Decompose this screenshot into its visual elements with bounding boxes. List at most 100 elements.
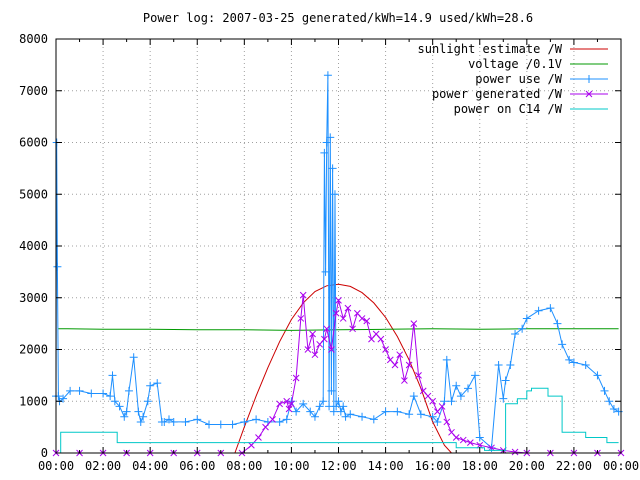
data-point: [110, 397, 119, 406]
data-point: [506, 361, 515, 370]
x-tick-label: 00:00: [603, 459, 639, 473]
data-point: [443, 418, 451, 426]
data-point: [334, 397, 343, 406]
data-point: [169, 417, 178, 426]
data-point: [322, 138, 331, 147]
data-point: [339, 315, 347, 322]
data-point: [593, 371, 602, 380]
data-point: [546, 304, 555, 313]
data-point: [262, 423, 269, 431]
data-point: [228, 420, 237, 429]
data-point: [205, 420, 214, 429]
data-point: [326, 133, 335, 142]
plot-frame: [55, 38, 622, 454]
data-point: [409, 392, 418, 401]
data-point: [511, 448, 519, 456]
data-point: [248, 441, 255, 449]
data-point: [609, 405, 618, 414]
y-tick-label: 6000: [19, 136, 48, 150]
data-point: [341, 412, 350, 421]
data-point: [122, 407, 131, 416]
data-point: [276, 400, 283, 408]
data-point: [415, 372, 422, 379]
data-point: [282, 415, 291, 424]
series-0: [234, 283, 452, 454]
data-point: [501, 376, 510, 385]
axes: 0 1000 2000 3000 4000 5000 6000 7000 8000 00:00 02…: [19, 32, 639, 473]
data-point: [416, 410, 425, 419]
x-tick-label: 20:00: [509, 459, 545, 473]
legend-label: power use /W: [475, 72, 562, 86]
data-point: [428, 412, 437, 421]
data-point: [216, 420, 225, 429]
series-1: [58, 328, 619, 331]
data-point: [129, 353, 138, 362]
data-point: [299, 399, 308, 408]
data-point: [255, 434, 262, 441]
data-point: [381, 407, 390, 416]
series-line: [55, 75, 619, 449]
data-point: [442, 355, 451, 364]
data-point: [283, 397, 291, 405]
data-point: [269, 416, 276, 423]
data-point: [382, 346, 389, 353]
data-point: [115, 402, 124, 411]
data-point: [346, 410, 355, 419]
data-point: [522, 314, 531, 323]
data-point: [315, 402, 324, 411]
data-point: [358, 315, 366, 322]
data-point: [488, 444, 495, 452]
x-tick-label: 00:00: [38, 459, 74, 473]
data-point: [108, 371, 117, 380]
data-point: [311, 351, 319, 359]
data-point: [124, 386, 133, 395]
data-point: [553, 319, 562, 328]
data-point: [466, 439, 474, 447]
data-point: [336, 407, 345, 416]
data-point: [393, 407, 402, 416]
y-tick-label: 1000: [19, 394, 48, 408]
chart-title: Power log: 2007-03-25 generated/kWh=14.9…: [143, 11, 533, 25]
data-point: [323, 71, 332, 80]
y-tick-label: 0: [41, 446, 48, 460]
data-point: [321, 267, 330, 276]
y-tick-label: 8000: [19, 32, 48, 46]
series-2: [52, 71, 623, 452]
data-point: [306, 407, 315, 416]
data-point: [304, 346, 312, 353]
data-point: [410, 320, 418, 327]
legend-label: power on C14 /W: [454, 102, 563, 116]
x-tick-label: 10:00: [273, 459, 309, 473]
data-point: [309, 330, 316, 338]
data-point: [240, 417, 249, 426]
data-point: [328, 346, 335, 353]
data-point: [285, 405, 293, 413]
x-tick-label: 16:00: [415, 459, 451, 473]
data-point: [325, 402, 334, 411]
data-point: [369, 415, 378, 424]
y-tick-label: 2000: [19, 343, 48, 357]
x-tick-label: 18:00: [462, 459, 498, 473]
data-point: [429, 397, 437, 405]
data-point: [405, 361, 413, 369]
legend-label: voltage /0.1V: [468, 57, 562, 71]
data-point: [181, 417, 190, 426]
data-point: [310, 412, 319, 421]
data-point: [87, 389, 96, 398]
data-point: [494, 361, 503, 370]
x-tick-label: 08:00: [226, 459, 262, 473]
data-point: [136, 417, 145, 426]
data-point: [330, 190, 339, 199]
data-point: [391, 361, 399, 369]
data-point: [320, 148, 329, 157]
data-point: [193, 415, 202, 424]
y-tick-label: 5000: [19, 187, 48, 201]
data-point: [66, 386, 75, 395]
data-point: [377, 335, 385, 343]
data-point: [499, 394, 508, 403]
y-tick-label: 7000: [19, 84, 48, 98]
data-point: [75, 386, 84, 395]
x-tick-label: 02:00: [85, 459, 121, 473]
